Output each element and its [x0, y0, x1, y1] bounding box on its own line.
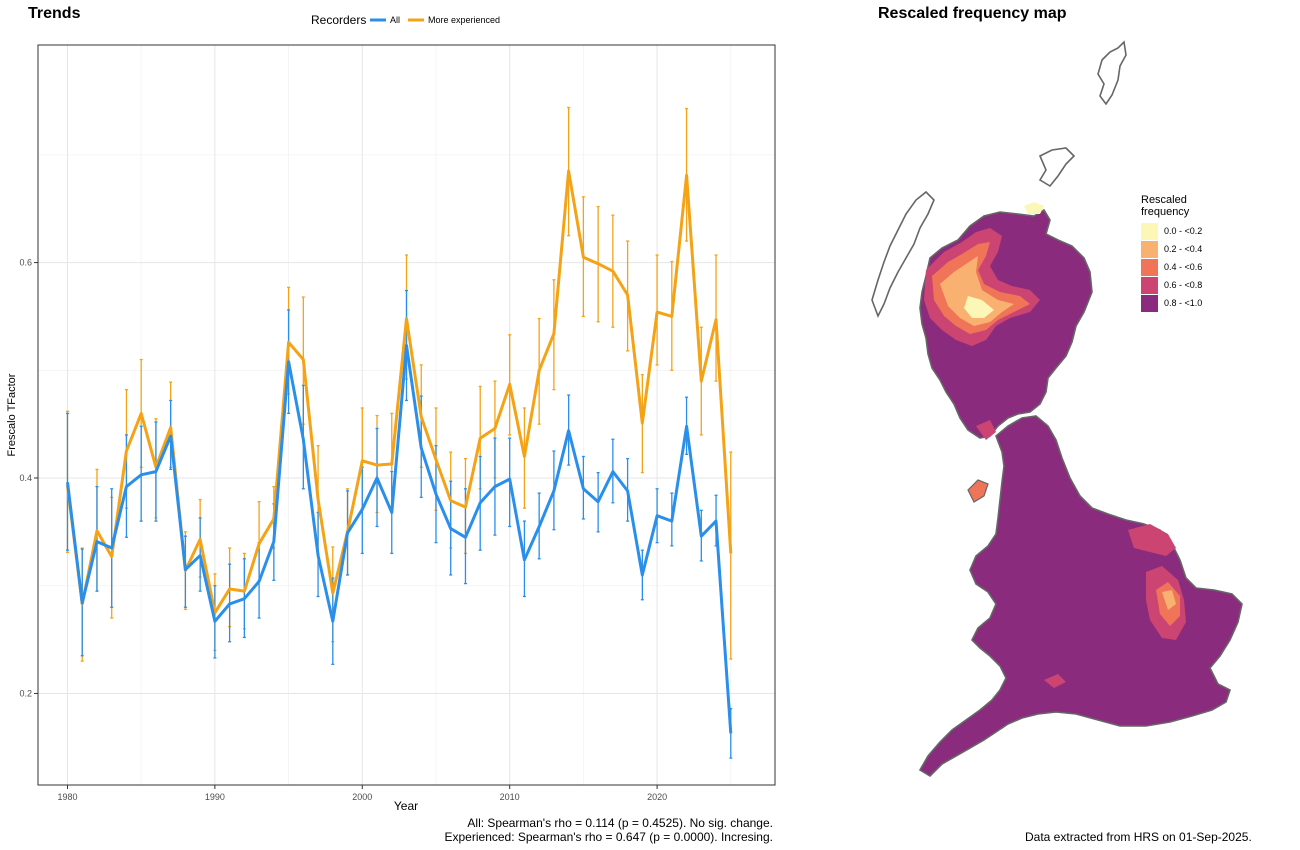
map-nw-zone-lower [940, 256, 1014, 326]
error-bar-all [95, 485, 99, 592]
plot-grid [38, 45, 775, 785]
map-orkney [1038, 147, 1076, 188]
map-outer-hebrides [871, 190, 935, 318]
series-lines [66, 169, 733, 734]
map-title: Rescaled frequency map [878, 5, 1067, 22]
trends-chart: 1980 1990 2000 2010 2020 0.2 0.4 0.6 Year Fresc… [6, 13, 776, 813]
legend-title: Recorders [311, 13, 366, 27]
map-legend-swatch [1141, 276, 1158, 294]
map-scotland-patch [976, 420, 996, 440]
map-north-coast-patch [1024, 202, 1044, 214]
map-england-wales [918, 415, 1243, 778]
map-legend-swatch [1141, 294, 1158, 312]
error-bar-more-experienced [522, 407, 526, 509]
map-legend-title: Rescaled frequency [1141, 194, 1190, 218]
axis-ticks: 1980 1990 2000 2010 2020 0.2 0.4 0.6 [19, 258, 667, 802]
map-nw-zone-lowest [964, 296, 994, 318]
legend-label-experienced: More experienced [428, 15, 500, 25]
map-island-west [967, 479, 989, 503]
map-legend: Rescaled frequency 0.0 - <0.2 0.2 - <0.4 0… [1141, 194, 1202, 312]
spearman-all-note: All: Spearman's rho = 0.114 (p = 0.4525)… [467, 816, 773, 830]
map-legend-label: 0.4 - <0.6 [1164, 262, 1203, 272]
plot-panel-border [37, 44, 776, 786]
x-tick-label: 2020 [647, 792, 667, 802]
frequency-map [871, 40, 1243, 778]
x-tick-label: 1990 [205, 792, 225, 802]
map-legend-item: 0.8 - <1.0 [1141, 294, 1202, 312]
series-line-all [66, 344, 733, 734]
x-tick-label: 2000 [352, 792, 372, 802]
x-tick-label: 1980 [57, 792, 77, 802]
error-bar-more-experienced [714, 254, 718, 382]
map-south-patch [1044, 674, 1066, 688]
y-tick-label: 0.6 [19, 258, 32, 268]
map-east-zone-mid [1128, 524, 1176, 556]
map-legend-label: 0.0 - <0.2 [1164, 226, 1203, 236]
map-legend-item: 0.4 - <0.6 [1141, 258, 1202, 276]
map-east-zone-lower [1162, 590, 1176, 610]
y-tick-label: 0.4 [19, 473, 32, 483]
data-source-note: Data extracted from HRS on 01-Sep-2025. [1025, 830, 1252, 844]
y-tick-label: 0.2 [19, 688, 32, 698]
map-legend-label: 0.2 - <0.4 [1164, 244, 1203, 254]
error-bar-all [65, 412, 69, 551]
spearman-experienced-note: Experienced: Spearman's rho = 0.647 (p =… [444, 830, 774, 844]
y-axis-label: Frescalo TFactor [6, 373, 18, 456]
legend-label-all: All [390, 15, 400, 25]
map-legend-swatch [1141, 222, 1158, 240]
trends-title: Trends [28, 5, 81, 22]
map-legend-label: 0.8 - <1.0 [1164, 298, 1203, 308]
map-legend-label: 0.6 - <0.8 [1164, 280, 1203, 290]
map-legend-swatch [1141, 258, 1158, 276]
error-bar-more-experienced [729, 451, 733, 660]
map-shetland [1097, 40, 1127, 106]
map-legend-swatch [1141, 240, 1158, 258]
map-legend-item: 0.0 - <0.2 [1141, 222, 1202, 240]
map-legend-item: 0.2 - <0.4 [1141, 240, 1202, 258]
map-legend-item: 0.6 - <0.8 [1141, 276, 1202, 294]
x-axis-label: Year [394, 799, 418, 813]
error-bar-more-experienced [655, 254, 659, 366]
x-tick-label: 2010 [500, 792, 520, 802]
legend: Recorders All More experienced [311, 13, 500, 27]
series-line-more-experienced [66, 169, 733, 615]
